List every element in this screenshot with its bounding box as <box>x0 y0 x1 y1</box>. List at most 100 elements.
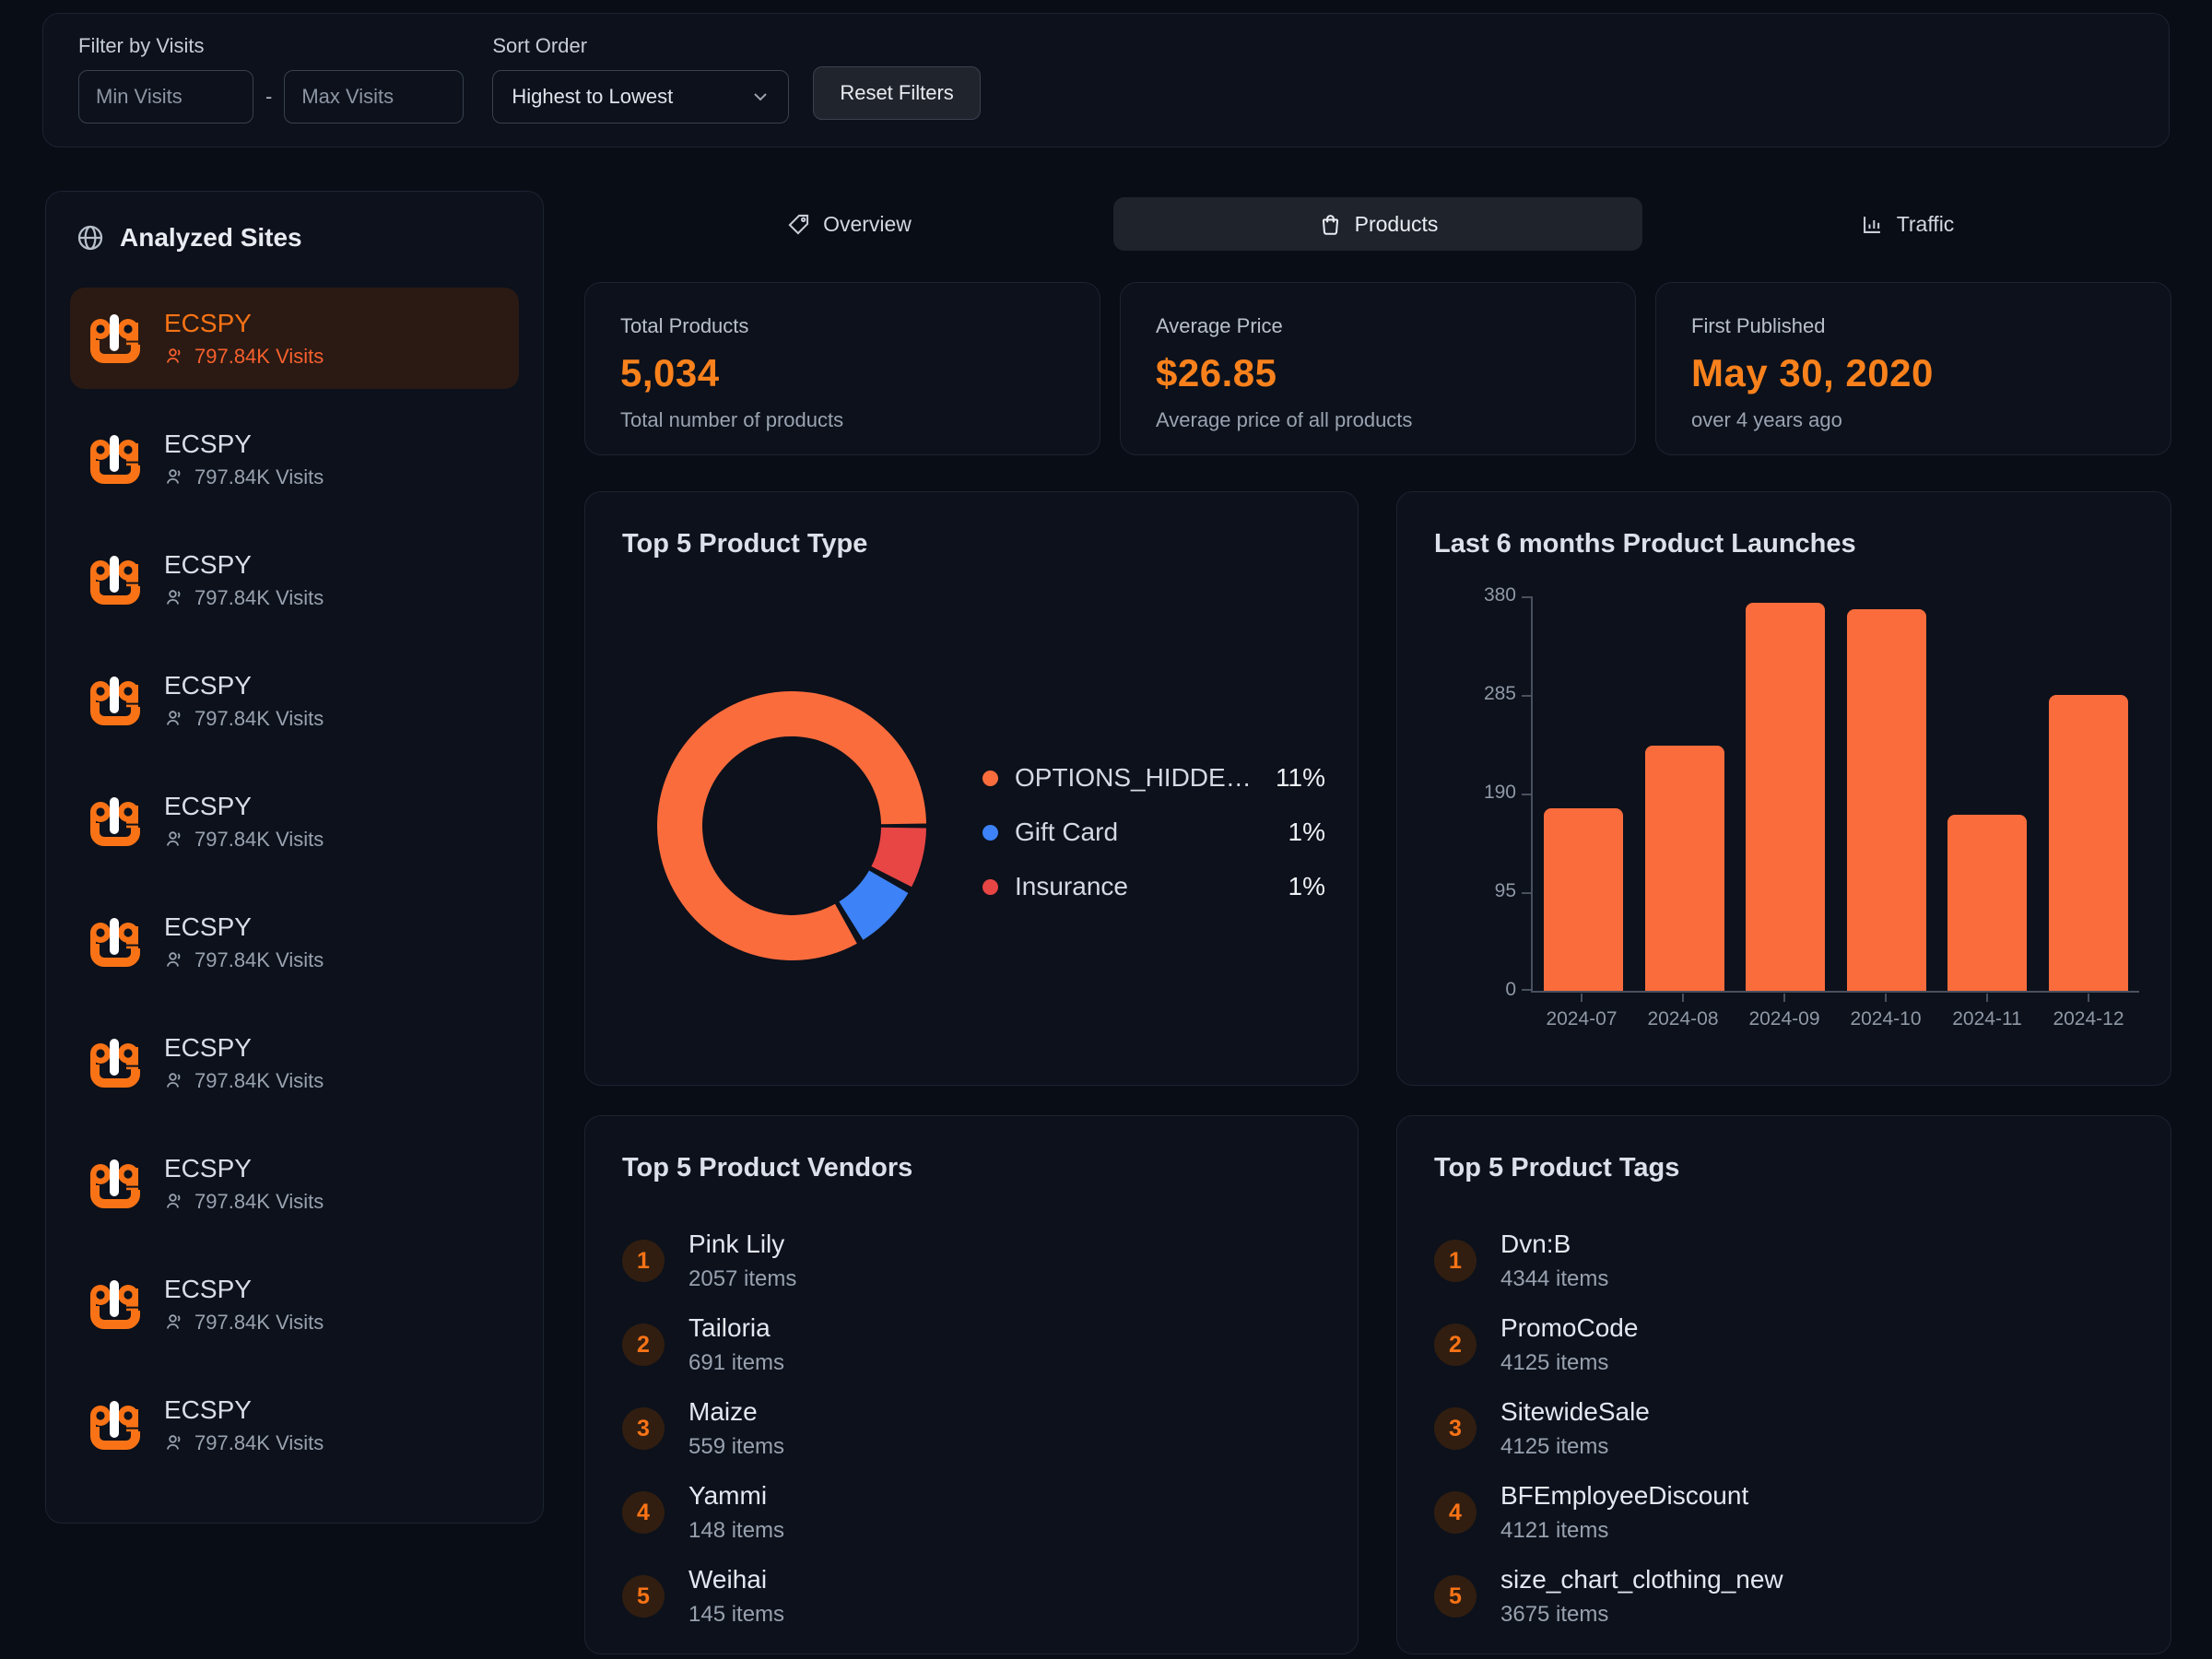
rank-badge: 5 <box>622 1575 665 1618</box>
rank-name: Tailoria <box>688 1313 771 1342</box>
rank-badge: 1 <box>622 1240 665 1282</box>
rank-row: 1 Pink Lily 2057 items <box>622 1227 1321 1295</box>
sidebar-site-item[interactable]: ECSPY 797.84K Visits <box>70 408 519 510</box>
rank-name: BFEmployeeDiscount <box>1500 1481 1749 1510</box>
site-name: ECSPY <box>164 429 252 458</box>
bar <box>2048 695 2128 991</box>
analyzed-sites-title: Analyzed Sites <box>120 223 302 252</box>
visits-filter-group: Filter by Visits - <box>78 34 465 124</box>
site-visits: 797.84K Visits <box>164 948 324 972</box>
rank-texts: Tailoria 691 items <box>688 1313 784 1376</box>
list-title: Top 5 Product Vendors <box>622 1153 913 1182</box>
site-visits: 797.84K Visits <box>164 465 324 489</box>
rank-texts: Maize 559 items <box>688 1397 784 1460</box>
site-logo-icon <box>90 797 140 846</box>
top-vendors-card: Top 5 Product Vendors 1 Pink Lily 2057 i… <box>584 1115 1359 1654</box>
legend-row: Insurance 1% <box>982 866 1325 907</box>
sidebar-site-item[interactable]: ECSPY 797.84K Visits <box>70 1133 519 1234</box>
site-name: ECSPY <box>164 1032 252 1062</box>
min-visits-input[interactable] <box>78 70 253 124</box>
reset-filters-button[interactable]: Reset Filters <box>813 66 981 120</box>
tags-list: 1 Dvn:B 4344 items 2 PromoCode 4125 item… <box>1434 1227 2134 1630</box>
stats-row: Total Products 5,034 Total number of pro… <box>584 282 2171 455</box>
rank-name: SitewideSale <box>1500 1397 1650 1426</box>
sidebar-site-item[interactable]: ECSPY 797.84K Visits <box>70 1253 519 1355</box>
site-visits-text: 797.84K Visits <box>194 1189 324 1213</box>
rank-name: Weihai <box>688 1565 768 1594</box>
donut-legend: OPTIONS_HIDDEN_... 11% Gift Card 1% Insu… <box>982 758 1325 907</box>
rank-count: 4121 items <box>1500 1518 1609 1543</box>
site-visits: 797.84K Visits <box>164 1069 324 1093</box>
bar <box>1746 603 1826 991</box>
stat-average-price: Average Price $26.85 Average price of al… <box>1120 282 1636 455</box>
y-axis-label: 380 <box>1483 584 1516 606</box>
site-visits-text: 797.84K Visits <box>194 465 324 488</box>
y-axis-tick <box>1522 989 1533 991</box>
x-axis-label: 2024-11 <box>1936 994 2038 1030</box>
rank-badge: 4 <box>622 1491 665 1534</box>
site-logo-icon <box>90 1280 140 1329</box>
site-name: ECSPY <box>164 549 252 579</box>
tab-products[interactable]: Products <box>1113 197 1642 251</box>
bar <box>1544 808 1623 991</box>
sidebar-site-item[interactable]: ECSPY 797.84K Visits <box>70 288 519 389</box>
sort-order-select[interactable]: Highest to Lowest <box>492 70 790 124</box>
main-content: Overview Products Traffic Total Products… <box>584 191 2171 1654</box>
x-axis-labels: 2024-07 2024-08 2024-09 2024-10 2024-11 2024-… <box>1531 994 2139 1030</box>
filter-by-visits-label: Filter by Visits <box>78 34 205 57</box>
product-type-chart-card: Top 5 Product Type OPTIONS_HIDDEN_... 11… <box>584 491 1359 1086</box>
y-axis-label: 190 <box>1483 782 1516 803</box>
rank-count: 691 items <box>688 1350 785 1375</box>
rank-badge: 3 <box>622 1407 665 1450</box>
analyzed-sites-header: Analyzed Sites <box>70 223 519 253</box>
x-axis-label: 2024-12 <box>2038 994 2139 1030</box>
site-logo-icon <box>90 1401 140 1450</box>
filter-bar: Filter by Visits - Sort Order Highest to… <box>42 13 2170 147</box>
rank-row: 5 Weihai 145 items <box>622 1562 1321 1630</box>
tab-traffic[interactable]: Traffic <box>1642 197 2171 251</box>
donut-segment <box>871 827 926 888</box>
rank-texts: Yammi 148 items <box>688 1481 784 1544</box>
site-logo-icon <box>90 1039 140 1088</box>
site-visits-text: 797.84K Visits <box>194 706 324 730</box>
analyzed-sites-panel: Analyzed Sites ECSPY 797.84K Visits <box>45 191 544 1524</box>
top-tags-card: Top 5 Product Tags 1 Dvn:B 4344 items 2 … <box>1396 1115 2171 1654</box>
site-visits-text: 797.84K Visits <box>194 1430 324 1454</box>
rank-count: 2057 items <box>688 1266 797 1291</box>
rank-texts: PromoCode 4125 items <box>1500 1313 1638 1376</box>
users-icon <box>166 1072 181 1088</box>
site-texts: ECSPY 797.84K Visits <box>164 1154 324 1214</box>
legend-label: Gift Card <box>1015 818 1119 846</box>
sidebar-site-item[interactable]: ECSPY 797.84K Visits <box>70 529 519 630</box>
site-logo-icon <box>90 556 140 605</box>
site-texts: ECSPY 797.84K Visits <box>164 309 324 369</box>
rank-badge: 1 <box>1434 1240 1477 1282</box>
site-visits: 797.84K Visits <box>164 1190 324 1214</box>
sidebar-site-item[interactable]: ECSPY 797.84K Visits <box>70 1012 519 1113</box>
rank-row: 4 Yammi 148 items <box>622 1478 1321 1547</box>
sidebar-site-item[interactable]: ECSPY 797.84K Visits <box>70 650 519 751</box>
chevron-down-icon <box>754 93 768 101</box>
y-axis-tick <box>1522 794 1533 795</box>
site-visits: 797.84K Visits <box>164 1431 324 1455</box>
legend-row: OPTIONS_HIDDEN_... 11% <box>982 758 1325 798</box>
range-separator: - <box>265 85 273 108</box>
site-name: ECSPY <box>164 1274 252 1303</box>
x-axis-label: 2024-10 <box>1835 994 1936 1030</box>
y-axis-tick <box>1522 596 1533 598</box>
users-icon <box>166 468 181 484</box>
sidebar-site-item[interactable]: ECSPY 797.84K Visits <box>70 771 519 872</box>
sidebar-site-item[interactable]: ECSPY 797.84K Visits <box>70 1374 519 1476</box>
sidebar-site-item[interactable]: ECSPY 797.84K Visits <box>70 891 519 993</box>
site-visits: 797.84K Visits <box>164 345 324 369</box>
tab-bar: Overview Products Traffic <box>584 197 2171 251</box>
rank-count: 559 items <box>688 1434 785 1459</box>
stat-label: Average Price <box>1156 314 1283 337</box>
site-name: ECSPY <box>164 1153 252 1182</box>
max-visits-input[interactable] <box>284 70 465 124</box>
site-visits-text: 797.84K Visits <box>194 947 324 971</box>
tab-overview[interactable]: Overview <box>584 197 1113 251</box>
rank-row: 2 PromoCode 4125 items <box>1434 1311 2134 1379</box>
site-logo-icon <box>90 918 140 967</box>
legend-row: Gift Card 1% <box>982 812 1325 853</box>
